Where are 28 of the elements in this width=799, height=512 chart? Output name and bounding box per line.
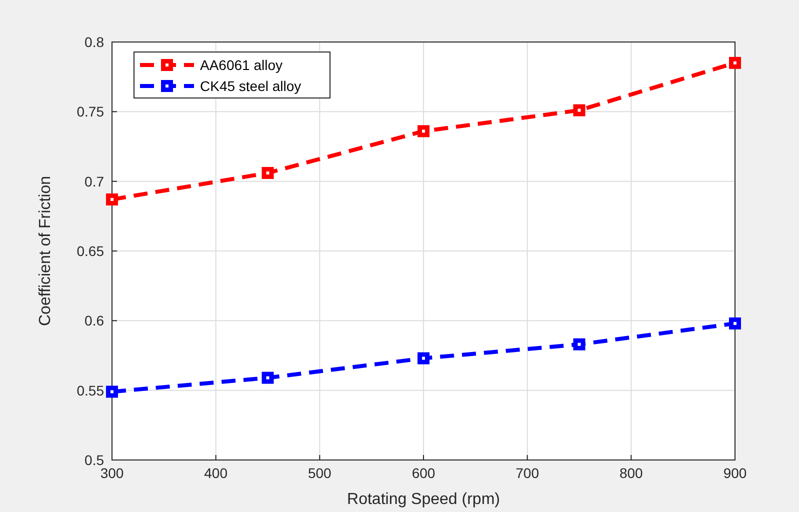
- point: [418, 352, 430, 364]
- point: [106, 193, 118, 206]
- legend-label: CK45 steel alloy: [200, 78, 302, 94]
- x-axis-title: Rotating Speed (rpm): [347, 491, 500, 508]
- point: [262, 166, 274, 179]
- y-tick-label: 0.65: [76, 243, 104, 259]
- x-tick-label: 500: [308, 465, 332, 481]
- point: [729, 56, 741, 69]
- x-tick-label: 800: [619, 465, 644, 481]
- y-tick-label: 0.8: [84, 34, 104, 50]
- point: [262, 372, 274, 384]
- point: [729, 317, 741, 330]
- y-tick-label: 0.7: [84, 173, 104, 190]
- y-tick-label: 0.75: [76, 104, 104, 120]
- point: [573, 104, 586, 116]
- point: [106, 386, 118, 398]
- y-tick-label: 0.55: [76, 382, 104, 398]
- point: [573, 338, 586, 350]
- y-tick-label: 0.6: [84, 312, 104, 329]
- y-axis-title: Coefficient of Friction: [37, 176, 54, 326]
- x-tick-label: 300: [100, 465, 124, 481]
- x-tick-label: 700: [516, 465, 540, 481]
- x-tick-label: 600: [412, 465, 436, 481]
- point: [418, 125, 430, 138]
- y-tick-label: 0.5: [84, 452, 104, 468]
- x-tick-label: 900: [723, 465, 747, 481]
- x-tick-label: 400: [204, 465, 228, 481]
- legend-label: AA6061 alloy: [200, 57, 283, 73]
